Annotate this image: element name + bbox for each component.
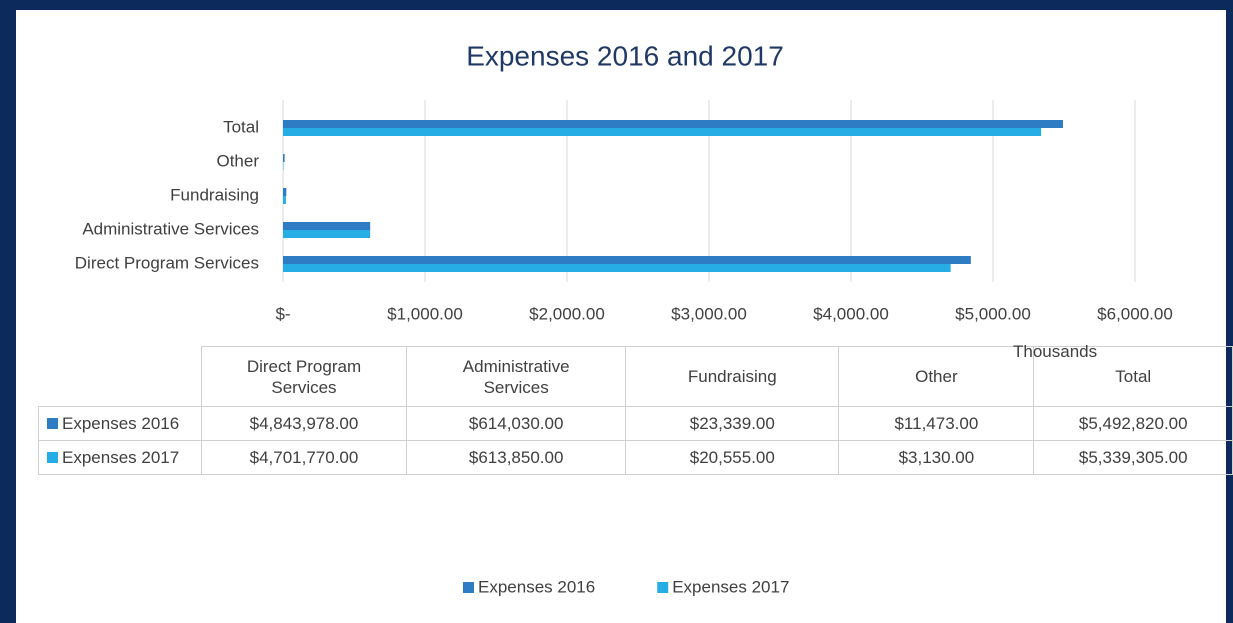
table-cell: $614,030.00	[406, 406, 627, 441]
bar	[283, 222, 371, 230]
bar	[283, 188, 287, 196]
x-tick-label: $1,000.00	[387, 304, 463, 323]
table-cell: $4,843,978.00	[200, 406, 408, 441]
table-row: Expenses 2016 $4,843,978.00 $614,030.00 $23…	[38, 406, 1233, 441]
table-header-cell: Administrative Services	[406, 346, 627, 407]
legend-label: Expenses 2017	[672, 577, 789, 596]
table-row: Expenses 2017 $4,701,770.00 $613,850.00 $20…	[38, 440, 1233, 475]
table-cell: $5,339,305.00	[1033, 440, 1233, 475]
table-cell: $20,555.00	[625, 440, 840, 475]
bar	[283, 264, 951, 272]
bar	[283, 154, 285, 162]
x-tick-label: $5,000.00	[955, 304, 1031, 323]
table-cell: $3,130.00	[838, 440, 1035, 475]
data-table: Direct Program Services Administrative Se…	[38, 346, 1233, 475]
table-cell: $4,701,770.00	[200, 440, 408, 475]
chart-title: Expenses 2016 and 2017	[466, 40, 784, 71]
table-header-cell: Direct Program Services	[200, 346, 408, 407]
table-cell: $613,850.00	[406, 440, 627, 475]
y-tick-label: Fundraising	[170, 185, 259, 204]
x-tick-label: $4,000.00	[813, 304, 889, 323]
y-tick-label: Other	[216, 151, 259, 170]
table-corner	[38, 346, 202, 407]
table-cell: $11,473.00	[838, 406, 1035, 441]
y-tick-label: Administrative Services	[82, 219, 259, 238]
legend-key	[47, 452, 58, 463]
x-tick-label: $2,000.00	[529, 304, 605, 323]
chart-panel	[16, 10, 1226, 623]
bar	[283, 128, 1042, 136]
legend-swatch	[657, 582, 669, 593]
table-header-row: Direct Program Services Administrative Se…	[38, 346, 1233, 407]
table-row-label: Expenses 2016	[38, 406, 202, 441]
table-header-cell: Fundraising	[625, 346, 840, 407]
bar	[283, 230, 371, 238]
x-tick-label: $-	[275, 304, 290, 323]
axis-unit-label: Thousands	[1013, 342, 1098, 361]
y-tick-label: Direct Program Services	[75, 253, 259, 272]
bar	[283, 120, 1063, 128]
bar	[283, 256, 971, 264]
table-header-cell: Other	[838, 346, 1035, 407]
series-name: Expenses 2016	[62, 414, 180, 433]
table-header-cell: Total	[1033, 346, 1233, 407]
legend-label: Expenses 2016	[478, 577, 595, 596]
bar	[283, 196, 286, 204]
legend-swatch	[463, 582, 474, 593]
x-tick-label: $6,000.00	[1097, 304, 1173, 323]
table-row-label: Expenses 2017	[38, 440, 202, 475]
series-name: Expenses 2017	[62, 448, 180, 467]
table-cell: $23,339.00	[625, 406, 840, 441]
x-tick-label: $3,000.00	[671, 304, 747, 323]
legend-key	[47, 418, 58, 429]
table-cell: $5,492,820.00	[1033, 406, 1233, 441]
y-tick-label: Total	[223, 117, 259, 136]
